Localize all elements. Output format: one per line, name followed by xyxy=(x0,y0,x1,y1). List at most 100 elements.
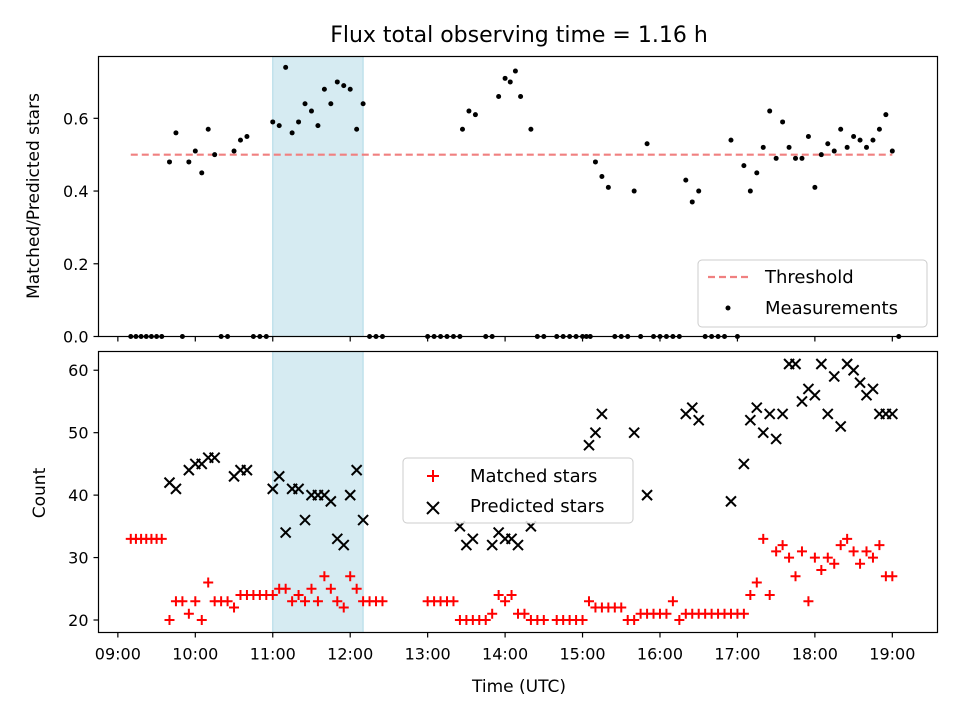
matched-star-point xyxy=(506,590,517,601)
predicted-star-point xyxy=(512,539,524,551)
measurement-point xyxy=(786,144,792,150)
matched-star-point xyxy=(848,546,859,557)
chart-title: Flux total observing time = 1.16 h xyxy=(330,23,708,48)
measurement-point xyxy=(341,83,347,89)
matched-star-point xyxy=(538,615,549,626)
predicted-star-point xyxy=(886,408,899,420)
measurement-point xyxy=(212,152,218,158)
matched-star-point xyxy=(583,596,594,607)
measurement-point xyxy=(276,123,282,129)
predicted-star-point xyxy=(170,483,182,495)
measurement-point xyxy=(360,101,366,107)
matched-star-point xyxy=(809,552,820,563)
measurement-point xyxy=(838,126,844,132)
predicted-star-point xyxy=(738,458,750,470)
measurement-point xyxy=(315,123,321,129)
measurement-point xyxy=(354,126,360,132)
matched-star-point xyxy=(196,615,207,626)
matched-star-point xyxy=(480,615,491,626)
x-tick-label: 15:00 xyxy=(559,645,605,664)
predicted-star-point xyxy=(796,395,808,408)
measurement-point xyxy=(747,188,753,194)
matched-star-point xyxy=(842,533,853,544)
matched-star-point xyxy=(777,540,788,551)
measurement-point xyxy=(592,159,598,165)
predicted-star-point xyxy=(589,426,602,439)
measurement-point xyxy=(328,101,334,107)
measurement-point xyxy=(696,188,702,194)
predicted-star-point xyxy=(292,483,305,495)
x-tick-label: 17:00 xyxy=(714,645,760,664)
matched-star-point xyxy=(764,590,775,601)
matched-star-point xyxy=(674,615,685,626)
predicted-star-point xyxy=(596,408,608,420)
bottom-panel: 09:00 10:00 11:00 12:00 13:00 14:00 15:00 16:00… xyxy=(30,350,939,697)
measurement-point xyxy=(857,137,863,143)
measurement-point xyxy=(689,199,695,205)
matched-star-point xyxy=(855,558,866,569)
measurement-point xyxy=(683,177,689,183)
matched-star-point xyxy=(287,596,298,607)
top-y-tick-label: 0.6 xyxy=(63,109,88,128)
predicted-star-point xyxy=(357,514,369,526)
matched-star-point xyxy=(771,546,782,557)
matched-star-point xyxy=(351,583,362,594)
x-tick-label: 09:00 xyxy=(95,645,141,664)
x-tick-label: 16:00 xyxy=(637,645,683,664)
measurement-point xyxy=(831,148,837,154)
predicted-star-point xyxy=(583,439,595,451)
measurement-point xyxy=(773,155,779,161)
measurement-point xyxy=(760,144,766,150)
predicted-star-point xyxy=(815,358,828,370)
measurement-point xyxy=(302,101,308,107)
measurement-point xyxy=(502,75,508,81)
matched-star-point xyxy=(267,590,278,601)
top-y-axis-label: Matched/Predicted stars xyxy=(24,93,44,299)
matched-star-point xyxy=(519,608,530,619)
x-tick-label: 13:00 xyxy=(405,645,451,664)
measurement-point xyxy=(283,64,289,70)
matched-star-point xyxy=(300,596,311,607)
bottom-legend: Matched stars Predicted stars xyxy=(402,457,634,524)
matched-star-point xyxy=(745,590,756,601)
measurement-point xyxy=(334,79,340,85)
measurement-point xyxy=(728,137,734,143)
matched-star-point xyxy=(319,571,330,582)
measurement-point xyxy=(631,188,637,194)
predicted-star-point xyxy=(241,464,253,476)
matched-star-point xyxy=(222,596,233,607)
bottom-y-tick-label: 20 xyxy=(68,611,88,630)
predicted-star-point xyxy=(854,377,866,389)
matched-star-point xyxy=(796,546,807,557)
predicted-star-point xyxy=(776,408,789,420)
predicted-star-point xyxy=(809,389,821,401)
predicted-star-point xyxy=(267,483,279,495)
matched-star-point xyxy=(816,565,827,576)
matched-star-point xyxy=(887,571,898,582)
matched-star-point xyxy=(293,590,304,601)
measurement-point xyxy=(237,137,243,143)
matched-star-point xyxy=(338,602,349,613)
bottom-y-tick-label: 60 xyxy=(68,361,88,380)
top-panel: 0.0 0.2 0.4 0.6 Matched/Predicted stars Thr… xyxy=(24,55,939,347)
matched-star-point xyxy=(835,540,846,551)
measurement-point xyxy=(205,126,211,132)
measurement-point xyxy=(173,130,179,136)
predicted-star-point xyxy=(299,514,311,526)
matched-star-point xyxy=(616,602,627,613)
measurement-point xyxy=(741,163,747,169)
measurement-point xyxy=(231,148,237,154)
measurement-point xyxy=(889,148,895,154)
bottom-plot-frame xyxy=(97,350,939,634)
matched-star-point xyxy=(784,552,795,563)
matched-star-point xyxy=(487,608,498,619)
top-plot-frame xyxy=(97,55,939,338)
matched-star-point xyxy=(500,596,511,607)
matched-star-point xyxy=(867,552,878,563)
measurement-point xyxy=(244,134,250,139)
matched-star-point xyxy=(183,608,194,619)
predicted-star-point xyxy=(338,539,350,551)
measurement-point xyxy=(864,144,870,150)
top-y-tick-label: 0.4 xyxy=(63,182,88,201)
